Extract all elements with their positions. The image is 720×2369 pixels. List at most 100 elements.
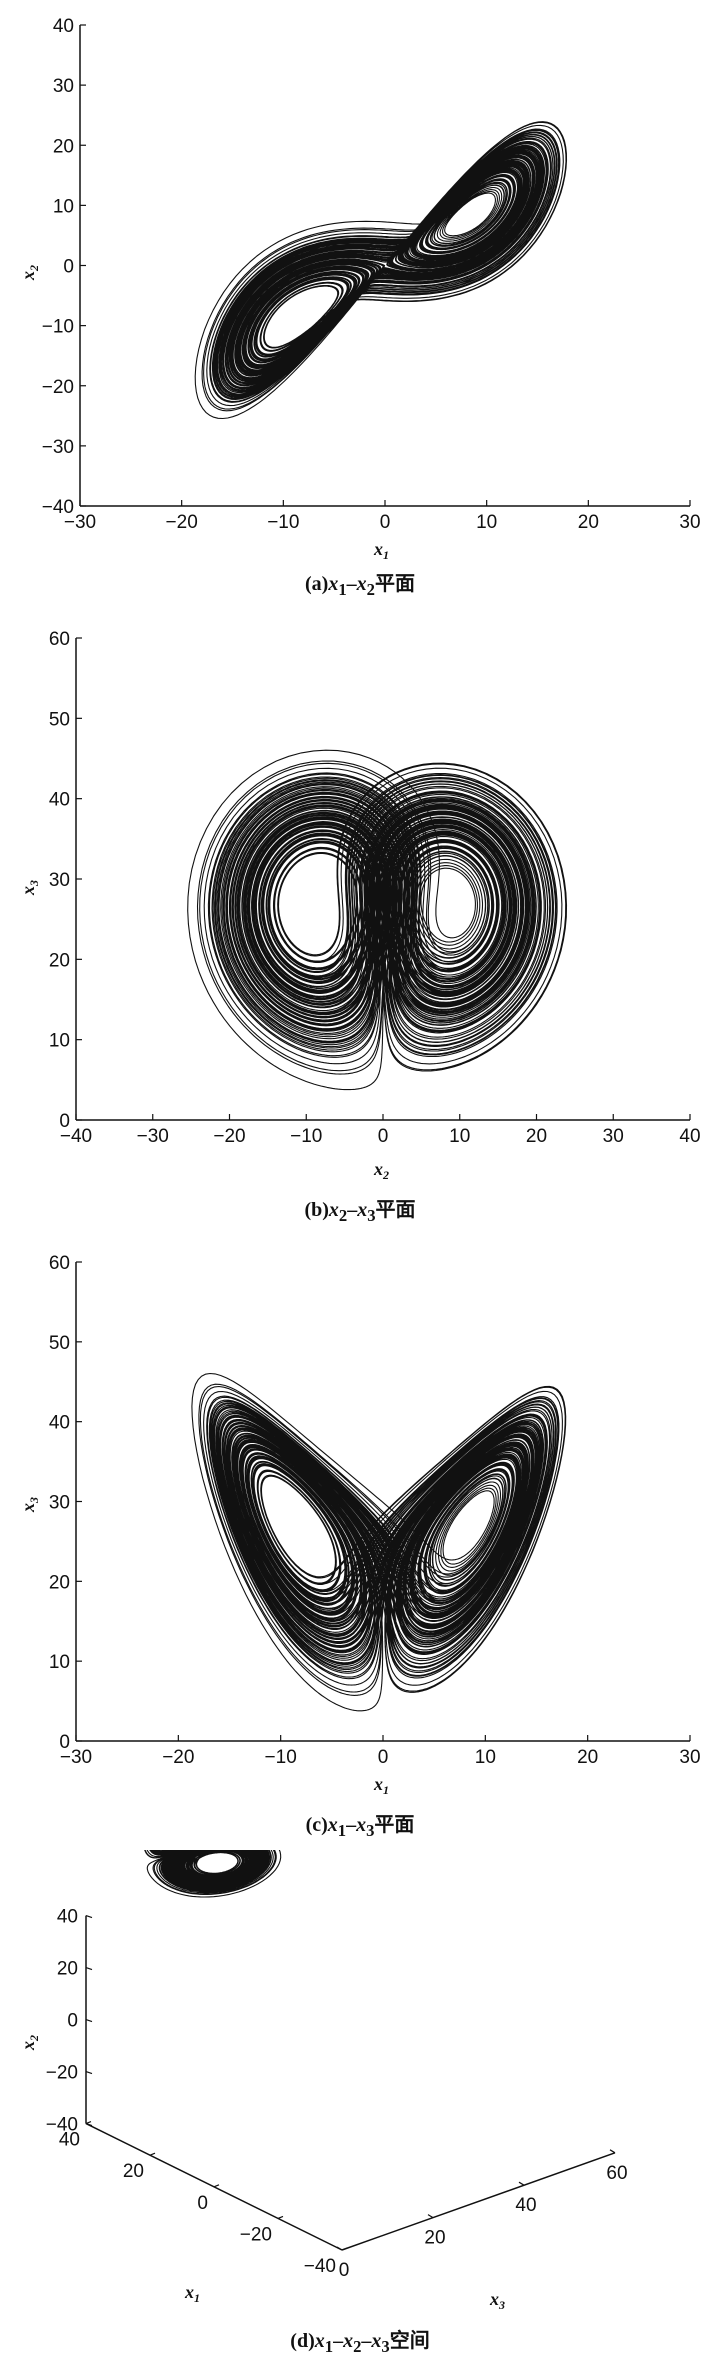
x1-tick-label: −40: [304, 2256, 336, 2277]
x-tick-label: −20: [166, 512, 198, 533]
chart-b-axes: −40 −30 −20 −10 0 10 20 30 40 0 10 20 30 40 50 60: [49, 629, 701, 1147]
y-tick-label: 0: [59, 1111, 70, 1132]
y-tick-label: 10: [49, 1031, 70, 1052]
attractor-trajectory-x1-x3: [191, 1372, 567, 1712]
x3-tick-label: 40: [515, 2195, 536, 2216]
y-tick-label: 50: [49, 1333, 70, 1354]
chart-d-x3label: x3: [489, 2289, 505, 2312]
chart-d-axes: 0 20 40 60 40 20 0 −20 −40 −40 −20 0 20 40: [46, 1907, 628, 2281]
chart-b-caption: (b)x2–x3平面: [304, 1199, 416, 1225]
x-tick-label: −10: [265, 1747, 297, 1768]
y-tick-label: 50: [49, 709, 70, 730]
attractor-line: [194, 121, 568, 420]
x-tick-label: −30: [64, 512, 96, 533]
chart-c-ylabel: x3: [18, 1497, 41, 1513]
x2-tick-mark: [85, 1915, 93, 1919]
x-tick-label: 10: [476, 512, 497, 533]
x-tick-label: 20: [526, 1126, 547, 1147]
y-tick-label: 60: [49, 1253, 70, 1274]
y-tick-label: 60: [49, 629, 70, 650]
y-tick-label: −30: [42, 437, 74, 458]
chart-a-caption: (a)x1–x2平面: [305, 573, 415, 599]
x1-tick-label: −20: [240, 2224, 272, 2245]
x-tick-label: −10: [267, 512, 299, 533]
y-tick-label: 20: [53, 136, 74, 157]
x2-tick-mark: [85, 1967, 93, 1971]
x1-tick-mark: [149, 2152, 156, 2156]
x2-tick-label: 40: [57, 1907, 78, 1928]
chart-panel-c: −30 −20 −10 0 10 20 30 0 10 20 30 40 50 60 x1 x3 (c)x…: [0, 1232, 720, 1842]
x2-tick-mark: [85, 2019, 93, 2023]
y-tick-label: 30: [49, 1493, 70, 1514]
x1-tick-mark: [213, 2184, 220, 2188]
y-tick-label: 40: [49, 790, 70, 811]
chart-a-ylabel: x2: [18, 265, 41, 281]
x-tick-label: 0: [380, 512, 391, 533]
chart-b-ylabel: x3: [18, 880, 41, 896]
x-tick-label: 0: [378, 1747, 389, 1768]
x1-tick-mark: [277, 2215, 284, 2219]
chart-d-caption: (d)x1–x2–x3空间: [290, 2330, 430, 2356]
x-tick-label: −20: [213, 1126, 245, 1147]
x1-tick-label: 20: [123, 2161, 144, 2182]
attractor-line: [144, 1850, 282, 1898]
chart-b-plot: −40 −30 −20 −10 0 10 20 30 40 0 10 20 30 40 50 60 x2 x3: [18, 629, 701, 1182]
y-tick-label: 40: [49, 1413, 70, 1434]
chart-panel-a: −30 −20 −10 0 10 20 30 −40 −30 −20 −10 0 10 20 30 40 x1…: [0, 0, 720, 608]
x-tick-label: −30: [137, 1126, 169, 1147]
x2-tick-label: 20: [57, 1959, 78, 1980]
x3-tick-label: 60: [606, 2163, 627, 2184]
y-tick-label: 20: [49, 950, 70, 971]
x-tick-label: 30: [679, 1747, 700, 1768]
y-tick-label: −10: [42, 317, 74, 338]
x2-tick-label: −20: [46, 2063, 78, 2084]
x1-tick-label: 0: [197, 2193, 208, 2214]
x3-tick-mark: [609, 2149, 616, 2154]
x2-tick-label: −40: [46, 2115, 78, 2136]
chart-d-x1label: x1: [184, 2282, 200, 2305]
x2-tick-mark: [85, 2123, 93, 2127]
attractor-line: [191, 1372, 567, 1712]
x-tick-label: −10: [290, 1126, 322, 1147]
x2-tick-label: 0: [67, 2011, 78, 2032]
x-tick-label: 10: [475, 1747, 496, 1768]
x3-tick-mark: [518, 2181, 525, 2186]
chart-c-caption: (c)x1–x3平面: [305, 1814, 415, 1840]
y-tick-label: 30: [49, 870, 70, 891]
x3-tick-mark: [427, 2214, 434, 2219]
x3-tick-label: 0: [339, 2260, 350, 2281]
chart-c-axes: −30 −20 −10 0 10 20 30 0 10 20 30 40 50 60: [49, 1253, 701, 1768]
chart-c-xlabel: x1: [373, 1774, 389, 1797]
x-tick-label: −30: [60, 1747, 92, 1768]
x1-tick-label: 40: [59, 2130, 80, 2151]
x3-tick-mark: [336, 2246, 343, 2251]
y-tick-label: −20: [42, 377, 74, 398]
y-tick-label: 0: [59, 1732, 70, 1753]
x-tick-label: 40: [679, 1126, 700, 1147]
x1-tick-mark: [341, 2247, 348, 2251]
x-tick-label: 20: [578, 512, 599, 533]
chart-panel-b: −40 −30 −20 −10 0 10 20 30 40 0 10 20 30 40 50 60 x2 x3…: [0, 615, 720, 1225]
attractor-line: [187, 749, 568, 1091]
x3-axis-line: [341, 2152, 616, 2251]
x-tick-label: −20: [162, 1747, 194, 1768]
x3-tick-label: 20: [424, 2228, 445, 2249]
y-tick-label: 20: [49, 1572, 70, 1593]
x-tick-label: 10: [449, 1126, 470, 1147]
x-tick-label: 20: [577, 1747, 598, 1768]
y-tick-label: 0: [63, 257, 74, 278]
y-tick-label: 40: [53, 16, 74, 37]
attractor-trajectory-x2-x3: [187, 749, 568, 1091]
y-tick-label: 30: [53, 76, 74, 97]
chart-panel-d: 0 20 40 60 40 20 0 −20 −40 −40 −20 0 20 40 x1 x2 x3 (…: [0, 1850, 720, 2369]
chart-d-x2label: x2: [18, 2035, 41, 2051]
chart-b-xlabel: x2: [373, 1159, 389, 1182]
chart-d-plot: 0 20 40 60 40 20 0 −20 −40 −40 −20 0 20 40 x1 x2 x3: [18, 1850, 628, 2312]
attractor-trajectory-x1-x2: [194, 121, 568, 420]
attractor-trajectory-3d: [144, 1850, 282, 1898]
x-tick-label: 0: [378, 1126, 389, 1147]
y-tick-label: 10: [49, 1652, 70, 1673]
y-tick-label: 10: [53, 196, 74, 217]
